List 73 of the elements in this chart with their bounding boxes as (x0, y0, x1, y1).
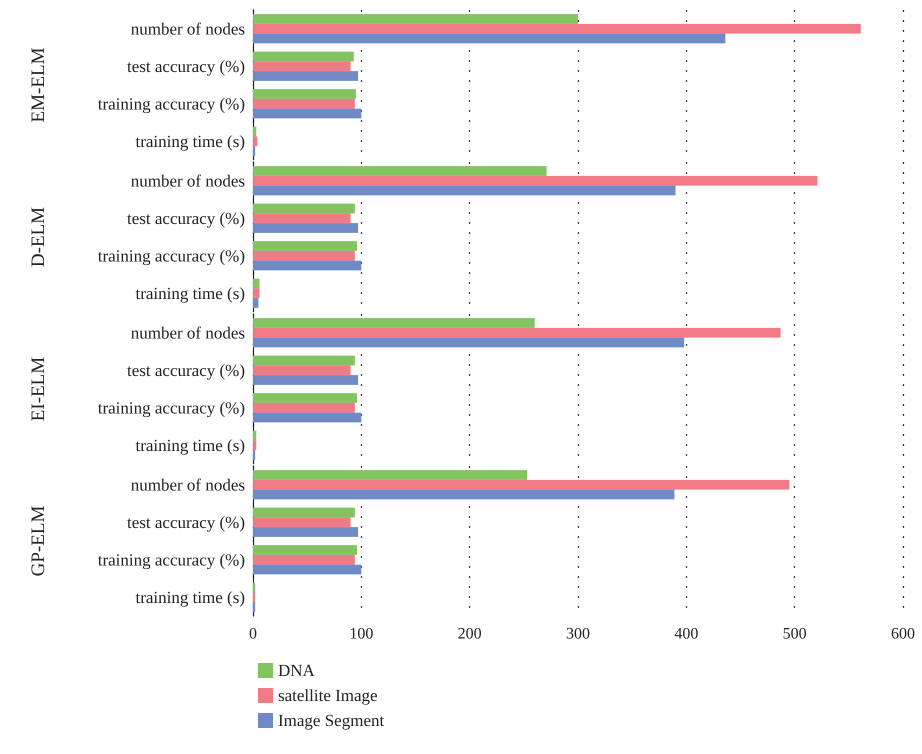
bar (253, 527, 358, 537)
bar (253, 298, 258, 308)
bar (253, 250, 355, 261)
bar (253, 402, 355, 413)
bar (253, 545, 357, 555)
bar (253, 186, 676, 196)
bar (253, 393, 357, 403)
bar (253, 71, 358, 81)
x-tick-label: 400 (674, 626, 698, 642)
y-axis-title: GP-ELM (28, 506, 49, 576)
y-tick-label: training time (s) (135, 436, 245, 455)
bar (253, 241, 357, 251)
bar (253, 61, 350, 72)
bar (253, 338, 684, 348)
bar (253, 98, 355, 109)
bar (253, 564, 362, 574)
y-tick-label: training time (s) (135, 588, 245, 607)
bar (253, 213, 350, 224)
bar (253, 288, 260, 298)
legend-label: Image Segment (278, 711, 384, 730)
x-tick-label: 0 (249, 626, 257, 642)
x-tick-label: 500 (782, 626, 807, 642)
bar (253, 176, 818, 186)
y-tick-label: test accuracy (%) (127, 512, 245, 532)
y-tick-label: training accuracy (%) (98, 550, 245, 570)
y-tick-label: training time (s) (135, 284, 245, 303)
y-tick-label: training time (s) (135, 132, 245, 151)
bar (253, 223, 358, 233)
bar (253, 166, 547, 176)
bar (253, 430, 256, 440)
bar (253, 480, 790, 490)
bar (253, 34, 726, 44)
bar (253, 356, 355, 366)
bar (253, 440, 256, 450)
y-tick-label: test accuracy (%) (127, 360, 245, 380)
y-tick-label: training accuracy (%) (98, 94, 245, 114)
y-tick-label: test accuracy (%) (127, 208, 245, 228)
bar (253, 126, 256, 136)
y-tick-label: training accuracy (%) (98, 398, 245, 418)
bar (253, 470, 528, 480)
legend-label: satellite Image (278, 686, 378, 705)
x-tick-label: 200 (458, 626, 482, 642)
bar (253, 517, 350, 528)
bar (253, 318, 535, 328)
bar (253, 204, 355, 214)
x-tick-label: 100 (349, 626, 374, 642)
y-axis-title: EI-ELM (28, 356, 49, 422)
y-axis-title: D-ELM (28, 206, 49, 268)
y-tick-label: training accuracy (%) (98, 246, 245, 266)
bar (253, 260, 362, 270)
y-tick-label: number of nodes (130, 323, 245, 342)
bar (253, 89, 356, 99)
bar (253, 508, 355, 518)
y-axis-title: EM-ELM (28, 47, 49, 122)
y-tick-label: number of nodes (130, 19, 245, 38)
bar (253, 108, 362, 118)
y-tick-label: number of nodes (130, 475, 245, 494)
x-tick-label: 300 (566, 626, 590, 642)
bar (253, 328, 781, 338)
bar (253, 554, 355, 565)
bar (253, 490, 674, 500)
bar (253, 278, 260, 288)
y-tick-label: test accuracy (%) (127, 56, 245, 76)
bar (253, 412, 362, 422)
bar (253, 375, 358, 385)
bar (253, 365, 350, 376)
bar (253, 14, 578, 24)
y-tick-label: number of nodes (130, 171, 245, 190)
bar (253, 52, 354, 62)
legend-label: DNA (278, 661, 316, 680)
bar (253, 24, 861, 34)
x-tick-label: 600 (891, 626, 915, 642)
bar (253, 136, 258, 146)
